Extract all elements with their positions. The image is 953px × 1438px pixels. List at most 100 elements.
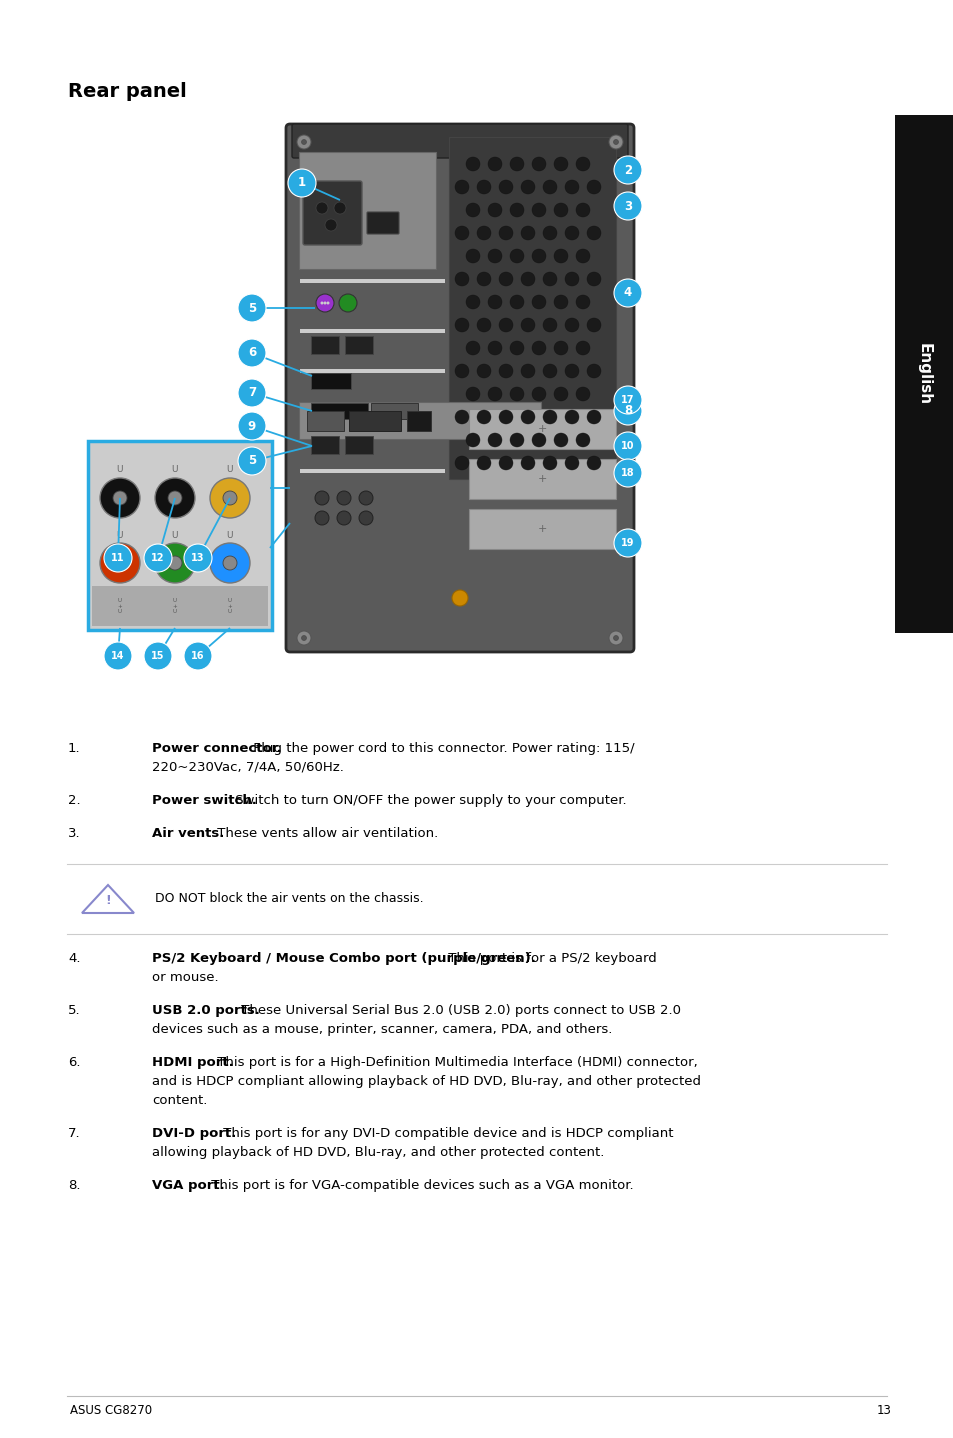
Circle shape bbox=[576, 295, 589, 309]
Circle shape bbox=[520, 364, 535, 378]
Circle shape bbox=[320, 302, 323, 305]
Text: Power connector.: Power connector. bbox=[152, 742, 281, 755]
Circle shape bbox=[614, 193, 641, 220]
FancyBboxPatch shape bbox=[371, 403, 417, 418]
Circle shape bbox=[465, 249, 479, 263]
Circle shape bbox=[223, 557, 236, 569]
Circle shape bbox=[323, 302, 326, 305]
Circle shape bbox=[614, 279, 641, 306]
Circle shape bbox=[144, 641, 172, 670]
Circle shape bbox=[586, 272, 600, 286]
Circle shape bbox=[488, 249, 501, 263]
Text: VGA port.: VGA port. bbox=[152, 1179, 225, 1192]
Circle shape bbox=[564, 456, 578, 470]
Text: and is HDCP compliant allowing playback of HD DVD, Blu-ray, and other protected: and is HDCP compliant allowing playback … bbox=[152, 1076, 700, 1089]
Circle shape bbox=[465, 157, 479, 171]
Circle shape bbox=[554, 157, 567, 171]
Circle shape bbox=[100, 477, 140, 518]
Circle shape bbox=[112, 490, 127, 505]
Circle shape bbox=[154, 477, 194, 518]
Circle shape bbox=[237, 380, 266, 407]
Circle shape bbox=[237, 413, 266, 440]
Circle shape bbox=[564, 226, 578, 240]
Circle shape bbox=[586, 318, 600, 332]
Text: This port is for any DVI-D compatible device and is HDCP compliant: This port is for any DVI-D compatible de… bbox=[218, 1127, 673, 1140]
Text: 19: 19 bbox=[620, 538, 634, 548]
Circle shape bbox=[168, 490, 182, 505]
Circle shape bbox=[488, 295, 501, 309]
Circle shape bbox=[104, 641, 132, 670]
FancyBboxPatch shape bbox=[299, 469, 444, 473]
FancyBboxPatch shape bbox=[88, 441, 272, 630]
Circle shape bbox=[576, 249, 589, 263]
Text: +: + bbox=[537, 475, 546, 485]
Text: U: U bbox=[116, 531, 123, 539]
Circle shape bbox=[554, 249, 567, 263]
Circle shape bbox=[336, 490, 351, 505]
Text: DO NOT block the air vents on the chassis.: DO NOT block the air vents on the chassi… bbox=[154, 893, 423, 906]
Text: PS/2 Keyboard / Mouse Combo port (purple/green).: PS/2 Keyboard / Mouse Combo port (purple… bbox=[152, 952, 536, 965]
Circle shape bbox=[542, 272, 557, 286]
Circle shape bbox=[532, 157, 545, 171]
Text: 1: 1 bbox=[297, 177, 306, 190]
Circle shape bbox=[314, 490, 329, 505]
FancyBboxPatch shape bbox=[298, 403, 540, 439]
Circle shape bbox=[100, 544, 140, 582]
Text: 6: 6 bbox=[248, 347, 255, 360]
Circle shape bbox=[476, 272, 491, 286]
FancyBboxPatch shape bbox=[299, 370, 444, 372]
Text: Switch to turn ON/OFF the power supply to your computer.: Switch to turn ON/OFF the power supply t… bbox=[231, 794, 626, 807]
Text: U
+
U: U + U bbox=[117, 598, 122, 614]
Text: Plug the power cord to this connector. Power rating: 115/: Plug the power cord to this connector. P… bbox=[249, 742, 635, 755]
Text: U: U bbox=[227, 466, 233, 475]
Circle shape bbox=[325, 219, 336, 232]
Circle shape bbox=[608, 631, 622, 646]
Circle shape bbox=[144, 544, 172, 572]
Circle shape bbox=[334, 201, 346, 214]
Circle shape bbox=[542, 226, 557, 240]
Circle shape bbox=[465, 387, 479, 401]
Circle shape bbox=[498, 410, 513, 424]
Text: 14: 14 bbox=[112, 651, 125, 661]
Text: 8: 8 bbox=[623, 404, 632, 417]
Circle shape bbox=[488, 157, 501, 171]
Text: 3.: 3. bbox=[68, 827, 81, 840]
Circle shape bbox=[465, 341, 479, 355]
Text: 2: 2 bbox=[623, 164, 632, 177]
Text: devices such as a mouse, printer, scanner, camera, PDA, and others.: devices such as a mouse, printer, scanne… bbox=[152, 1022, 612, 1035]
Text: This port is for a PS/2 keyboard: This port is for a PS/2 keyboard bbox=[443, 952, 656, 965]
Circle shape bbox=[542, 364, 557, 378]
Circle shape bbox=[184, 641, 212, 670]
Text: 2.: 2. bbox=[68, 794, 81, 807]
FancyBboxPatch shape bbox=[349, 411, 400, 431]
Text: U: U bbox=[172, 531, 178, 539]
FancyBboxPatch shape bbox=[292, 124, 627, 158]
Text: 3: 3 bbox=[623, 200, 632, 213]
Circle shape bbox=[476, 410, 491, 424]
Text: +: + bbox=[537, 424, 546, 434]
Circle shape bbox=[498, 272, 513, 286]
Circle shape bbox=[455, 226, 469, 240]
Text: These vents allow air ventilation.: These vents allow air ventilation. bbox=[213, 827, 437, 840]
Text: U: U bbox=[116, 466, 123, 475]
Text: 7.: 7. bbox=[68, 1127, 81, 1140]
Circle shape bbox=[564, 272, 578, 286]
Circle shape bbox=[476, 456, 491, 470]
Circle shape bbox=[476, 364, 491, 378]
Text: 8.: 8. bbox=[68, 1179, 80, 1192]
FancyBboxPatch shape bbox=[469, 459, 616, 499]
Circle shape bbox=[608, 135, 622, 150]
Circle shape bbox=[296, 135, 311, 150]
Text: Rear panel: Rear panel bbox=[68, 82, 187, 101]
Text: or mouse.: or mouse. bbox=[152, 971, 218, 984]
Circle shape bbox=[532, 203, 545, 217]
Text: 7: 7 bbox=[248, 387, 255, 400]
Circle shape bbox=[520, 272, 535, 286]
Circle shape bbox=[564, 410, 578, 424]
FancyBboxPatch shape bbox=[299, 329, 444, 334]
Circle shape bbox=[288, 170, 315, 197]
Text: 5: 5 bbox=[248, 454, 255, 467]
Circle shape bbox=[576, 203, 589, 217]
Circle shape bbox=[564, 364, 578, 378]
Circle shape bbox=[488, 387, 501, 401]
